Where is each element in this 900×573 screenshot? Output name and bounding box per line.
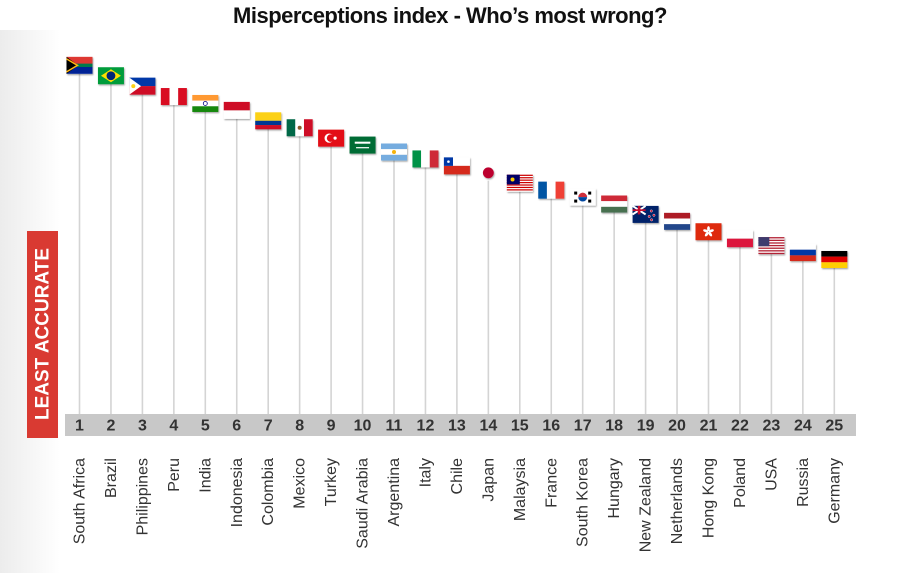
flag-philippines-icon [129,77,156,95]
rank-label: 25 [825,418,843,435]
flag-netherlands-icon [664,212,691,230]
flag-malaysia-icon [506,174,533,192]
rank-label: 13 [448,418,466,435]
category-label-saudi-arabia: Saudi Arabia [355,458,372,549]
category-label-chile: Chile [449,458,466,495]
flag-italy-icon [412,150,439,168]
rank-label: 20 [668,418,686,435]
category-label-netherlands: Netherlands [669,458,686,544]
category-label-france: France [543,458,560,508]
category-label-mexico: Mexico [292,458,309,509]
rank-label: 9 [327,418,336,435]
flag-hong-kong-icon [695,223,722,241]
flag-south-korea-icon [569,188,596,206]
rank-label: 7 [264,418,273,435]
rank-label: 6 [232,418,241,435]
flag-usa-icon [758,237,785,255]
rank-label: 11 [386,418,403,435]
flag-mexico-icon [286,119,313,137]
side-label-text: LEAST ACCURATE [33,248,54,420]
category-label-south-korea: South Korea [575,458,592,547]
chart-title: Misperceptions index - Who’s most wrong? [233,3,667,28]
category-label-peru: Peru [166,458,183,492]
flag-japan-icon [482,167,494,179]
flag-new-zealand-icon [632,205,659,223]
flag-chile-icon [443,157,470,175]
flag-south-africa-icon [66,56,93,74]
category-label-usa: USA [763,458,780,491]
flag-hungary-icon [601,195,628,213]
rank-label: 12 [417,418,435,435]
category-label-india: India [197,458,214,493]
rank-label: 24 [794,418,812,435]
category-label-colombia: Colombia [260,458,277,526]
rank-label: 8 [295,418,304,435]
rank-label: 4 [169,418,178,435]
flag-argentina-icon [381,143,407,161]
rank-label: 2 [106,418,115,435]
flag-turkey-icon [318,129,345,147]
category-label-new-zealand: New Zealand [638,458,655,552]
category-label-south-africa: South Africa [72,458,89,544]
category-label-poland: Poland [732,458,749,508]
rank-label: 1 [75,418,84,435]
flag-poland-icon [726,230,753,248]
rank-label: 17 [574,418,592,435]
category-label-hong-kong: Hong Kong [701,458,718,538]
rank-label: 23 [763,418,781,435]
flag-indonesia-icon [223,101,250,119]
rank-axis-band [65,414,856,436]
category-label-turkey: Turkey [323,458,340,506]
flag-brazil-icon [97,67,124,85]
category-label-philippines: Philippines [134,458,151,535]
flag-india-icon [192,94,219,112]
category-label-brazil: Brazil [103,458,120,498]
rank-label: 5 [201,418,210,435]
category-label-malaysia: Malaysia [512,458,529,521]
rank-label: 14 [479,418,497,435]
category-label-argentina: Argentina [386,458,403,527]
category-label-japan: Japan [480,458,497,502]
side-label-least-accurate: LEAST ACCURATE [27,231,58,438]
rank-label: 22 [731,418,749,435]
category-label-russia: Russia [795,458,812,507]
rank-label: 19 [637,418,655,435]
category-label-italy: Italy [417,458,434,487]
rank-label: 3 [138,418,147,435]
rank-label: 18 [605,418,623,435]
flag-colombia-icon [255,112,282,130]
flag-france-icon [538,181,565,199]
rank-label: 10 [354,418,372,435]
rank-label: 15 [511,418,529,435]
flag-russia-icon [789,244,816,262]
category-label-hungary: Hungary [606,458,623,518]
flag-germany-icon [821,250,848,268]
flag-saudi-arabia-icon [349,136,376,154]
category-label-indonesia: Indonesia [229,458,246,527]
category-label-germany: Germany [826,458,843,524]
rank-label: 21 [700,418,718,435]
flag-peru-icon [160,88,187,106]
rank-label: 16 [542,418,560,435]
